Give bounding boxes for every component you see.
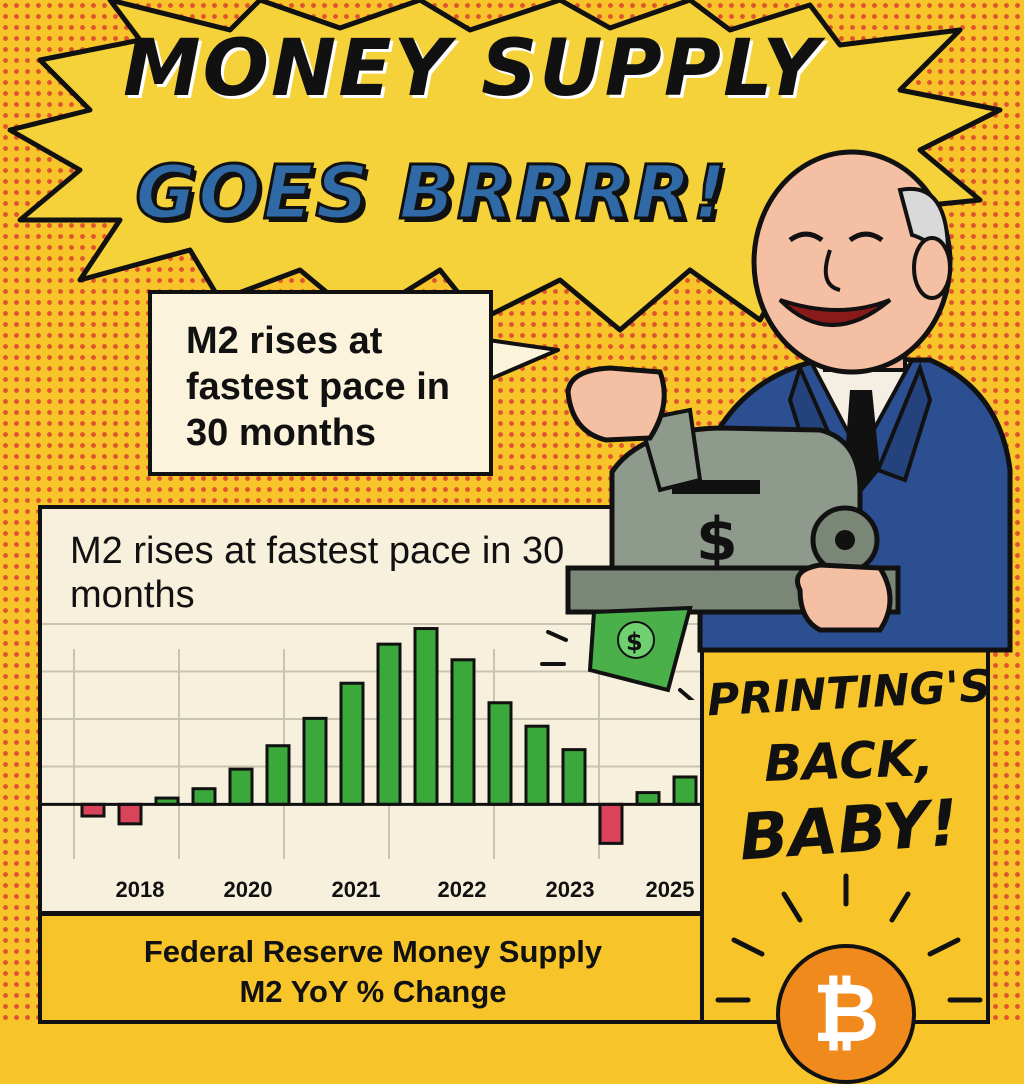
chart-bars (80, 627, 698, 845)
bitcoin-symbol: ₿ (812, 966, 880, 1061)
speech-callout: M2 rises at fastest pace in 30 months (148, 290, 493, 476)
x-tick-label: 2018 (116, 877, 165, 902)
bar (117, 802, 143, 826)
bar (302, 716, 328, 806)
x-tick-label: 2021 (332, 877, 381, 902)
side-text-line-2: BACK, (763, 729, 935, 793)
bar (265, 744, 291, 806)
bar (561, 748, 587, 806)
side-panel: PRINTING'S BACK, BABY! ₿ (700, 640, 992, 1084)
m2-bar-chart: 2018 2020 2021 2022 2023 2025 (42, 623, 704, 902)
bar (228, 767, 254, 806)
chart-title: M2 rises at fastest pace in 30 months (70, 530, 565, 616)
bar (339, 681, 365, 806)
bar (191, 787, 217, 806)
bar (524, 724, 550, 806)
bar (80, 802, 106, 818)
x-tick-label: 2022 (438, 877, 487, 902)
bar (635, 791, 661, 806)
callout-text: M2 rises at fastest pace in 30 months (186, 320, 450, 454)
bar (598, 802, 624, 845)
title-line-2: GOES BRRRR! (134, 149, 729, 238)
svg-text:$: $ (626, 628, 643, 656)
bar (487, 701, 513, 806)
x-tick-label: 2023 (546, 877, 595, 902)
bar (672, 775, 698, 806)
x-tick-label: 2025 (646, 877, 695, 902)
svg-text:$: $ (696, 505, 738, 575)
caption-line-1: Federal Reserve Money Supply (143, 934, 603, 969)
coin-rays (715, 873, 983, 1003)
caption-box: Federal Reserve Money Supply M2 YoY % Ch… (38, 912, 708, 1024)
title-line-1: MONEY SUPPLY (122, 24, 821, 114)
x-tick-labels: 2018 2020 2021 2022 2023 2025 (116, 877, 695, 902)
bitcoin-icon: ₿ (776, 944, 916, 1084)
banker-character: $ $ (540, 149, 1013, 700)
caption-line-2: M2 YoY % Change (239, 974, 507, 1009)
x-tick-label: 2020 (224, 877, 273, 902)
